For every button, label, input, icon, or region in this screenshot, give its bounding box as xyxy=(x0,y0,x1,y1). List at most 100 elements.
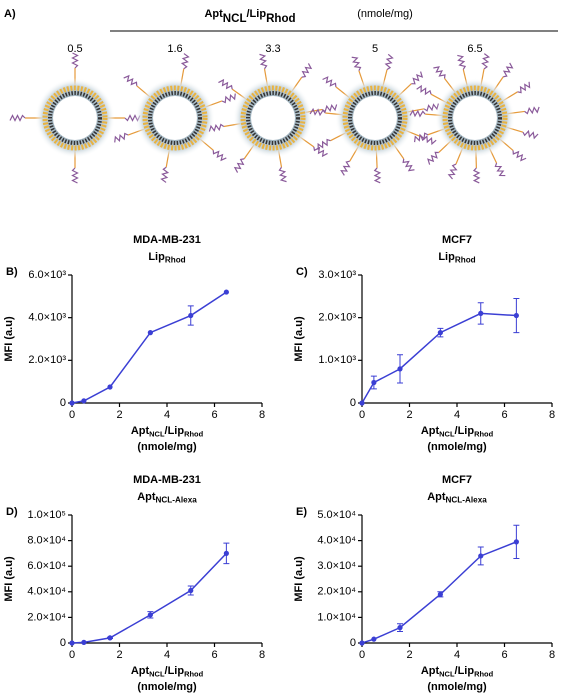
text-segment: /Lip xyxy=(455,425,475,437)
lumen xyxy=(53,96,97,140)
aptamer xyxy=(123,74,138,86)
aptamer xyxy=(502,62,514,78)
aptamer xyxy=(409,109,426,118)
aptamer xyxy=(402,158,415,172)
y-axis-label: MFI (a.u) xyxy=(293,316,305,362)
aptamer xyxy=(259,53,268,70)
aptamer xyxy=(313,146,328,158)
aptamer xyxy=(317,138,331,150)
header-unit: (nmole/mg) xyxy=(357,8,413,20)
x-tick-label: 2 xyxy=(406,409,412,421)
chart-subtitle: LipRhod xyxy=(148,251,185,265)
chart-title: MDA-MB-231 xyxy=(133,474,201,486)
x-tick-label: 6 xyxy=(211,649,217,661)
x-tick-label: 2 xyxy=(116,649,122,661)
liposome xyxy=(208,53,338,183)
y-tick-label: 1.0×10⁴ xyxy=(317,611,356,623)
aptamer xyxy=(278,166,287,183)
text-segment: /Lip xyxy=(247,8,267,20)
subscript: NCL xyxy=(149,669,165,678)
aptamer xyxy=(322,76,337,87)
data-point xyxy=(147,612,153,618)
y-axis-label: MFI (a.u) xyxy=(3,316,15,362)
aptamer xyxy=(481,53,491,70)
y-tick-label: 8.0×10⁴ xyxy=(27,535,66,547)
data-point xyxy=(223,550,229,557)
y-axis-label: MFI (a.u) xyxy=(293,556,305,602)
x-axis-label: AptNCL/LipRhod xyxy=(131,665,204,678)
bilayer-outer xyxy=(342,85,408,151)
subscript: Rhod xyxy=(474,669,494,678)
y-tick-label: 0 xyxy=(60,637,66,649)
aptamer xyxy=(340,160,351,176)
aptamer xyxy=(321,104,338,113)
panel-letter: B) xyxy=(6,266,18,278)
bilayer-inner xyxy=(448,91,502,145)
ratio-label: 1.6 xyxy=(167,43,182,55)
bilayer-outer xyxy=(442,85,508,151)
data-line xyxy=(71,291,227,404)
text-segment: Apt xyxy=(421,425,440,437)
text-segment: Lip xyxy=(148,251,165,263)
x-tick-label: 0 xyxy=(359,409,365,421)
aptamer xyxy=(71,52,79,69)
x-axis-unit: (nmole/mg) xyxy=(427,441,487,453)
text-segment: Apt xyxy=(421,665,440,677)
x-tick-label: 4 xyxy=(454,409,460,421)
data-point xyxy=(513,312,519,319)
subscript: Rhod xyxy=(266,13,296,25)
aptamer xyxy=(522,129,539,140)
aptamer xyxy=(233,158,245,173)
subscript: NCL-Alexa xyxy=(446,496,488,505)
data-point xyxy=(513,539,519,545)
aptamer xyxy=(517,81,531,94)
x-axis-unit: (nmole/mg) xyxy=(427,681,487,693)
data-point xyxy=(371,636,377,642)
y-tick-label: 0 xyxy=(60,397,66,409)
data-point xyxy=(147,330,153,336)
data-point xyxy=(478,310,484,316)
x-tick-label: 8 xyxy=(549,409,555,421)
chart-subtitle: AptNCL-Alexa xyxy=(137,491,197,505)
lumen xyxy=(453,96,497,140)
aptamer xyxy=(71,167,79,184)
y-tick-label: 0 xyxy=(350,397,356,409)
aptamer xyxy=(524,106,540,115)
y-tick-label: 4.0×10⁴ xyxy=(27,586,66,598)
liposome xyxy=(9,52,141,184)
aptamer xyxy=(384,53,394,70)
y-tick-label: 2.0×10⁴ xyxy=(317,586,356,598)
data-point xyxy=(223,289,229,295)
y-tick-label: 2.0×10³ xyxy=(28,354,66,366)
aptamer xyxy=(9,114,26,122)
liposome xyxy=(114,53,236,183)
subscript: NCL xyxy=(149,429,165,438)
aptamer xyxy=(114,132,129,143)
aptamer xyxy=(420,135,437,146)
x-axis-label: AptNCL/LipRhod xyxy=(421,425,494,438)
lumen xyxy=(353,96,397,140)
x-tick-label: 6 xyxy=(211,409,217,421)
ratio-label: 0.5 xyxy=(67,43,82,55)
data-point xyxy=(397,625,403,631)
chart-title: MCF7 xyxy=(442,234,472,246)
bilayer-inner xyxy=(246,91,300,145)
data-point xyxy=(81,639,87,645)
aptamer xyxy=(218,78,233,90)
data-point xyxy=(437,330,443,336)
x-tick-label: 8 xyxy=(549,649,555,661)
text-segment: Apt xyxy=(131,665,150,677)
ratio-label: 5 xyxy=(372,43,378,55)
x-tick-label: 6 xyxy=(501,649,507,661)
subscript: NCL xyxy=(439,669,455,678)
x-tick-label: 8 xyxy=(259,409,265,421)
x-axis-label: AptNCL/LipRhod xyxy=(421,665,494,678)
data-line xyxy=(71,552,227,644)
subscript: Rhod xyxy=(184,669,204,678)
y-tick-label: 2.0×10³ xyxy=(318,312,356,324)
aptamer xyxy=(208,123,225,132)
aptamer xyxy=(160,166,170,183)
aptamer xyxy=(411,71,424,85)
subscript: Rhod xyxy=(474,429,494,438)
subscript: NCL xyxy=(439,429,455,438)
